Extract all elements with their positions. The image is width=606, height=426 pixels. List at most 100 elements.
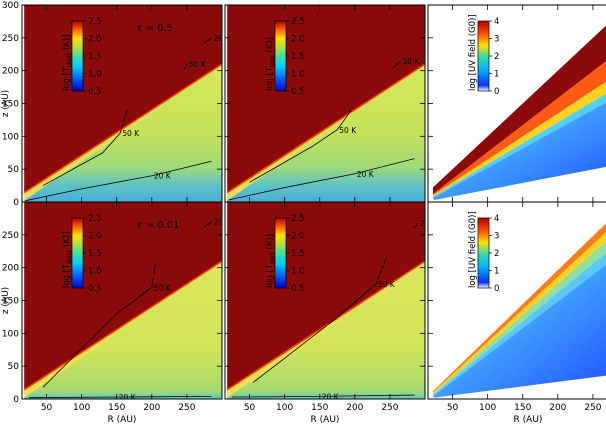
panel-1-1: 20 K 50 K 20 K 0.5 1.0 1.5 2.0 2.5 log [Tgas (K)… (224, 201, 438, 401)
contour-line (393, 60, 401, 68)
contour-label: 20 K (357, 170, 375, 179)
y-tick-label: 100 (2, 329, 19, 339)
y-axis-label: z (AU) (1, 90, 11, 117)
colorbar-tick-label: 2 (494, 52, 499, 62)
colorbar-tick-label: 2.0 (291, 232, 305, 242)
colorbar-label: log [Tgas (K)] (265, 234, 276, 288)
x-tick-label: 50 (41, 403, 53, 413)
y-tick-label: 100 (2, 132, 19, 142)
colorbar-tick-label: 4 (494, 17, 499, 27)
uv-cyan-band (432, 93, 606, 199)
y-tick-label: 250 (2, 231, 19, 241)
colorbar-tick-label: 1.5 (291, 249, 305, 259)
uv-orange-band (432, 223, 606, 393)
contour-label: 20 K (322, 392, 340, 401)
colorbar-label-main: log [UV field (G0)] (468, 14, 478, 91)
colorbar-label-unit: (K)] (265, 37, 275, 55)
x-tick-label: 250 (381, 403, 398, 413)
colorbar-label-main: log [T (265, 263, 275, 288)
y-tick-label: 150 (2, 100, 19, 110)
colorbar-tick-label: 0.5 (291, 87, 305, 97)
contour-label: 20 K (119, 393, 137, 402)
y-tick-label: 250 (2, 34, 19, 44)
y-tick-label: 50 (8, 362, 20, 372)
colorbar-tick-label: 2 (494, 249, 499, 259)
contour-label: 20 K (213, 34, 231, 43)
x-tick-label: 150 (514, 403, 531, 413)
contour-label: 50 K (339, 126, 357, 135)
x-tick-label: 100 (73, 403, 90, 413)
colorbar-tick-label: 4 (494, 214, 499, 224)
x-tick-label: 150 (311, 403, 328, 413)
colorbar (477, 20, 490, 92)
panel-content: 20 K 50 K 50 K 20 K ε = 0.5 (22, 5, 231, 202)
x-tick-label: 200 (143, 403, 160, 413)
colorbar-tick-label: 1.5 (291, 52, 305, 62)
surface-edge (226, 63, 425, 194)
colorbar-tick-label: 1.0 (291, 70, 305, 80)
panel-annotation: ε = 0.01 (137, 220, 179, 231)
warm-layer (227, 37, 425, 201)
colorbar-tick-label: 2.0 (88, 35, 102, 45)
uv-green-band (432, 241, 606, 396)
surface-edge (23, 63, 222, 194)
x-tick-label: 100 (276, 403, 293, 413)
panel-content (428, 5, 606, 202)
surface-edge (226, 260, 425, 391)
contour-label: 50 K (402, 57, 420, 66)
y-tick-label: 0 (13, 395, 19, 405)
contour-line (204, 37, 212, 44)
colorbar-tick-label: 0 (494, 87, 499, 97)
colorbar-tick-label: 1.0 (88, 70, 102, 80)
uv-orange-band (432, 61, 606, 196)
panel-content: 20 K 50 K 20 K (225, 202, 438, 401)
panels-group: 20 K 50 K 50 K 20 K ε = 0.5 0.5 1.0 1.5 2.0 2.5 lo… (21, 4, 606, 402)
warm-layer (227, 234, 425, 398)
contour-line (42, 264, 156, 388)
colorbar-label: log [UV field (G0)] (468, 211, 478, 288)
y-axis-label: z (AU) (1, 287, 11, 314)
contour-label: 20 K (213, 218, 231, 227)
panel-1-0: 20 K 50 K 20 K ε = 0.01 0.5 1.0 1.5 2.0 2.5 log [… (21, 201, 231, 402)
colorbar-label-unit: (K)] (265, 234, 275, 252)
panel-content: 20 K 50 K 50 K (225, 5, 425, 202)
contour-line (414, 222, 419, 229)
colorbar-label: log [Tdust (K)] (62, 231, 73, 288)
colorbar-label-unit: (K)] (62, 231, 72, 249)
colorbar-tick-label: 3 (494, 232, 499, 242)
colorbar-tick-label: 1.0 (291, 267, 305, 277)
x-tick-label: 250 (584, 403, 601, 413)
colorbar-tick-label: 0 (494, 284, 499, 294)
panel-annotation: ε = 0.5 (137, 23, 173, 34)
contour-label: 20 K (154, 172, 172, 181)
panel-0-1: 20 K 50 K 50 K 0.5 1.0 1.5 2.0 2.5 log [Tgas (K)… (224, 4, 426, 203)
colorbar-label-unit: (K)] (62, 34, 72, 52)
colorbar (71, 20, 84, 92)
colorbar-label-sub: gas (268, 252, 276, 264)
colorbar-tick-label: 0.5 (88, 87, 102, 97)
colorbar-label-main: log [T (62, 66, 72, 91)
uv-cyan-band (432, 252, 606, 397)
colorbar-tick-label: 3 (494, 35, 499, 45)
colorbar-tick-label: 0.5 (88, 284, 102, 294)
colorbar-label-sub: dust (65, 52, 73, 67)
warm-layer (24, 234, 222, 398)
colorbar-label: log [Tgas (K)] (265, 37, 276, 91)
colorbar-label-sub: gas (268, 55, 276, 67)
contour-line (183, 63, 188, 71)
panel-1-2: 0 1 2 3 4 log [UV field (G0)] (427, 201, 606, 400)
uv-blue-region (432, 102, 606, 201)
panel-content: 20 K 50 K 20 K ε = 0.01 (22, 202, 231, 402)
x-tick-label: 200 (346, 403, 363, 413)
uv-yellow-band (432, 232, 606, 394)
uv-blue-region (432, 264, 606, 398)
colorbar-tick-label: 2.0 (88, 232, 102, 242)
contour-label: 20 K (420, 219, 438, 228)
x-tick-label: 250 (178, 403, 195, 413)
contour-label: 50 K (378, 280, 396, 289)
colorbar-label: log [Tdust (K)] (62, 34, 73, 91)
contour-label: 50 K (154, 283, 172, 292)
y-tick-label: 0 (13, 198, 19, 208)
